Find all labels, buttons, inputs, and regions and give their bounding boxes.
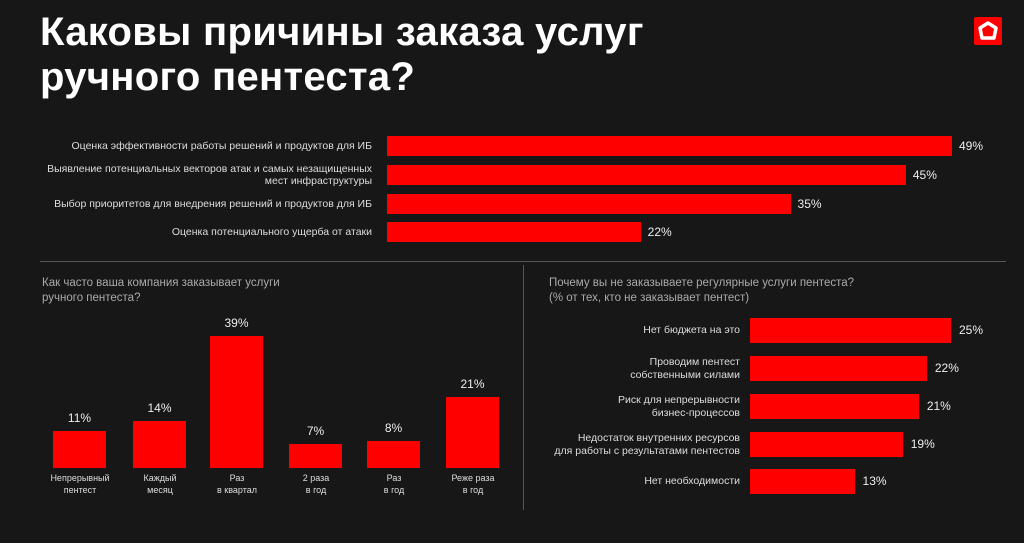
bar-label: Выбор приоритетов для внедрения решений … [54,198,372,210]
bar [446,397,499,468]
data-label: 8% [384,420,403,435]
bar-label: бизнес-процессов [651,407,740,419]
bar-label: Проводим пентест [649,356,740,368]
bar-label: Недостаток внутренних ресурсов [577,432,740,444]
x-tick-label: Реже раза [451,473,495,483]
bar-label: Нет необходимости [644,475,740,487]
bar [387,165,906,185]
bar [750,394,919,419]
x-tick-label: в год [305,485,327,495]
bar [750,432,903,457]
data-label: 14% [147,400,172,415]
bar [750,318,951,343]
data-label: 11% [67,410,92,425]
x-tick-label: Раз [386,473,402,483]
page-title: Каковы причины заказа услуг ручного пент… [40,10,644,100]
bar-label: для работы с результатами пентестов [554,445,740,457]
x-tick-label: Раз [229,473,245,483]
bar-label: Риск для непрерывности [617,394,740,406]
bar [210,336,263,468]
x-tick-label: месяц [147,485,173,495]
logo-icon [974,17,1002,45]
data-label: 7% [306,424,325,439]
x-tick-label: Непрерывный [50,473,110,483]
x-tick-label: в год [383,485,405,495]
x-tick-label: Каждый [143,473,177,483]
bar [289,444,342,468]
x-tick-label: 2 раза [302,473,330,483]
x-tick-label: в квартал [217,485,257,495]
chart2-title: Как часто ваша компания заказывает услуг… [42,277,280,304]
chart3-title: Почему вы не заказываете регулярные услу… [549,277,855,289]
bar-label: Оценка эффективности работы решений и пр… [71,140,373,152]
bar-label: Выявление потенциальных векторов атак и … [47,163,372,187]
chart3-subtitle: (% от тех, кто не заказывает пентест) [549,292,750,304]
bar [750,469,855,494]
bar [367,440,420,468]
x-tick-label: пентест [63,485,97,495]
bar [750,356,927,381]
data-label: 19% [910,437,935,451]
data-label: 39% [224,316,249,331]
data-label: 45% [912,168,937,182]
bar [387,136,952,156]
bar [133,420,186,468]
bar [387,222,641,242]
title-line-2: ручного пентеста? [40,55,416,99]
bar-label: Оценка потенциального ущерба от атаки [171,226,372,238]
bar-label: собственными силами [630,369,740,381]
data-label: 21% [926,399,951,413]
data-label: 21% [460,377,485,392]
data-label: 25% [959,323,984,337]
title-line-1: Каковы причины заказа услуг [40,10,644,54]
divider-horizontal [40,261,1006,262]
data-label: 22% [647,225,672,239]
data-label: 22% [934,361,959,375]
data-label: 35% [797,197,822,211]
bar-label: Нет бюджета на это [643,324,740,336]
data-label: 49% [958,139,983,153]
bar [387,194,791,214]
bar [53,430,106,468]
divider-vertical [523,265,524,510]
data-label: 13% [862,474,887,488]
x-tick-label: в год [462,485,484,495]
